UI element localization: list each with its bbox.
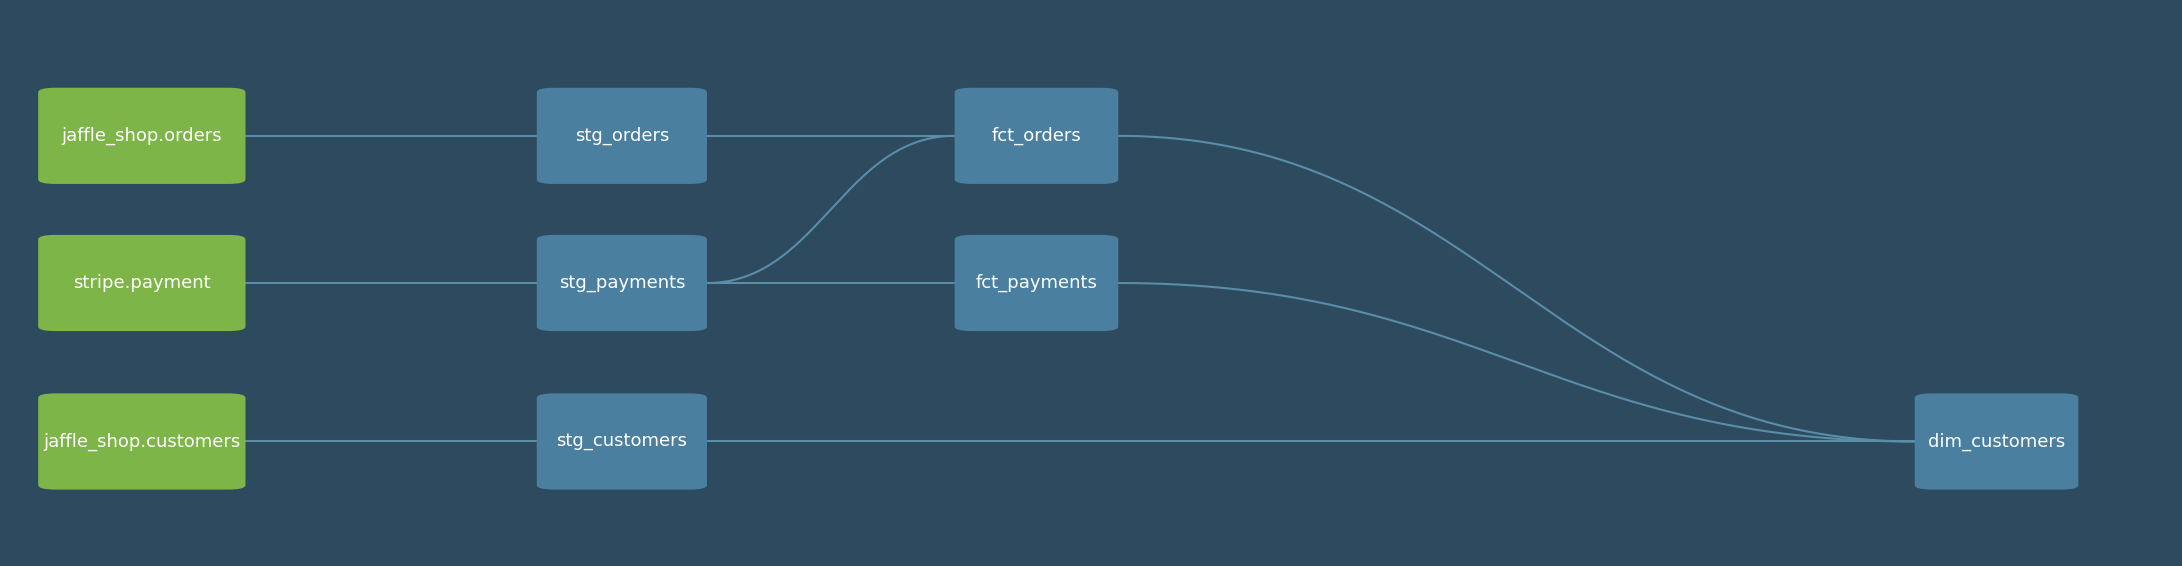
FancyBboxPatch shape (39, 393, 244, 490)
Text: dim_customers: dim_customers (1929, 432, 2064, 451)
FancyBboxPatch shape (956, 88, 1117, 184)
FancyBboxPatch shape (956, 235, 1117, 331)
FancyBboxPatch shape (537, 393, 707, 490)
Text: fct_orders: fct_orders (991, 127, 1082, 145)
Text: jaffle_shop.customers: jaffle_shop.customers (44, 432, 240, 451)
FancyBboxPatch shape (1916, 393, 2077, 490)
FancyBboxPatch shape (537, 235, 707, 331)
Text: stripe.payment: stripe.payment (72, 274, 212, 292)
Text: fct_payments: fct_payments (975, 274, 1098, 292)
Text: stg_orders: stg_orders (574, 127, 670, 145)
FancyBboxPatch shape (39, 88, 244, 184)
Text: stg_customers: stg_customers (556, 432, 687, 451)
FancyBboxPatch shape (537, 88, 707, 184)
Text: jaffle_shop.orders: jaffle_shop.orders (61, 127, 223, 145)
FancyBboxPatch shape (39, 235, 244, 331)
Text: stg_payments: stg_payments (559, 274, 685, 292)
